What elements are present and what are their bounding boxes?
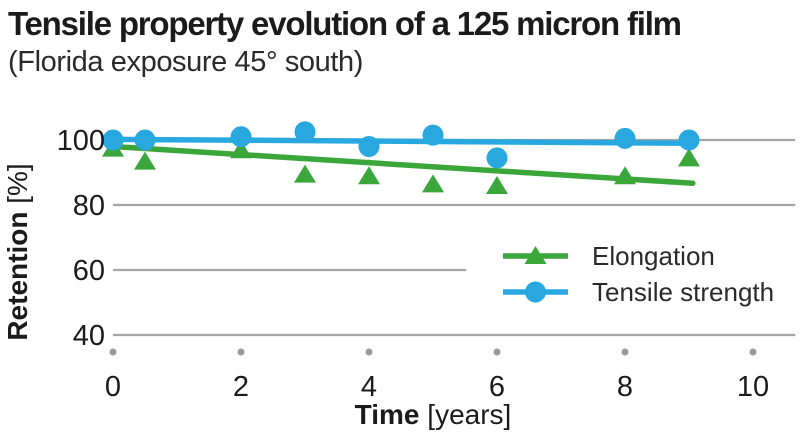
- x-tick-dot-4: [365, 348, 373, 356]
- legend-circle-icon: [525, 281, 546, 303]
- data-point-circle-3: [294, 121, 316, 143]
- data-point-triangle-3: [294, 164, 316, 183]
- data-point-circle-2: [230, 126, 252, 148]
- data-point-circle-6: [486, 147, 508, 169]
- chart-header: Tensile property evolution of a 125 micr…: [8, 2, 682, 79]
- data-point-circle-8: [614, 127, 636, 149]
- data-point-circle-0: [102, 129, 124, 151]
- legend-item-tensile-strength: Tensile strength: [503, 277, 774, 307]
- x-tick-label-6: 6: [489, 371, 505, 403]
- trendline-tensile-strength: [110, 136, 696, 146]
- legend-label-tensile: Tensile strength: [592, 277, 774, 307]
- data-point-circle-5: [422, 124, 444, 146]
- trendline-elongation: [110, 143, 696, 186]
- legend-triangle-icon: [524, 246, 547, 264]
- chart-subtitle: (Florida exposure 45° south): [8, 46, 364, 78]
- data-point-triangle-8: [614, 166, 636, 185]
- x-tick-label-4: 4: [361, 371, 377, 403]
- x-tick-dot-6: [493, 348, 501, 356]
- x-tick-label-8: 8: [617, 371, 633, 403]
- data-point-triangle-0.5: [134, 151, 156, 170]
- y-tick-label-60: 60: [73, 255, 105, 287]
- data-point-circle-0.5: [134, 129, 156, 151]
- y-axis-label: Retention [%]: [2, 163, 33, 340]
- data-point-circle-9: [678, 129, 700, 151]
- y-tick-label-40: 40: [73, 320, 105, 352]
- x-tick-label-0: 0: [105, 371, 121, 403]
- markers-group: [102, 121, 700, 194]
- x-tick-dot-10: [749, 348, 757, 356]
- legend-label-elongation: Elongation: [592, 241, 715, 271]
- x-axis-group: 0 2 4 6 8 10: [105, 348, 769, 403]
- x-tick-dot-2: [237, 348, 245, 356]
- y-axis-group: 100 80 60 40: [57, 125, 105, 352]
- y-tick-label-80: 80: [73, 190, 105, 222]
- chart-title: Tensile property evolution of a 125 micr…: [8, 5, 682, 42]
- data-point-circle-4: [358, 136, 380, 157]
- chart-canvas: 0 2 4 6 8 10 100 80 60 40 Time [years] Retention…: [2, 121, 796, 430]
- x-tick-dot-0: [109, 348, 117, 356]
- x-tick-label-2: 2: [233, 371, 249, 403]
- y-tick-label-100: 100: [57, 125, 105, 157]
- x-tick-dot-8: [621, 348, 629, 356]
- x-axis-label: Time [years]: [355, 399, 512, 430]
- x-tick-label-10: 10: [737, 371, 769, 403]
- legend: Elongation Tensile strength: [503, 241, 774, 307]
- legend-item-elongation: Elongation: [503, 241, 715, 271]
- data-point-triangle-5: [422, 174, 444, 193]
- data-point-triangle-9: [678, 148, 700, 167]
- data-point-triangle-6: [486, 176, 508, 194]
- trendlines-group: [110, 136, 696, 186]
- data-point-triangle-2: [230, 140, 252, 159]
- data-point-triangle-4: [358, 166, 380, 185]
